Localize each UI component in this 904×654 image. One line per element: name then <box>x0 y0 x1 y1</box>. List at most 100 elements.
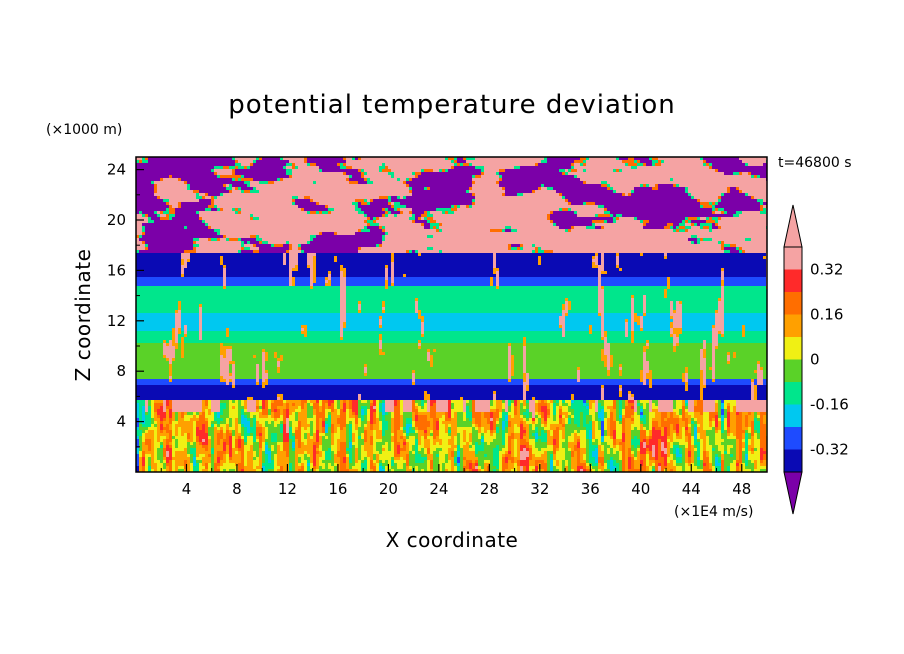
field-cell <box>205 439 208 442</box>
field-cell <box>478 424 481 427</box>
field-cell <box>697 199 700 202</box>
field-cell <box>676 436 682 439</box>
field-cell <box>535 397 571 400</box>
field-cell <box>442 211 445 214</box>
field-cell <box>559 325 562 328</box>
field-cell <box>643 301 646 304</box>
field-cell <box>382 445 388 448</box>
field-cell <box>322 406 325 409</box>
field-cell <box>352 202 358 205</box>
field-cell <box>424 328 562 331</box>
field-cell <box>343 409 346 412</box>
field-cell <box>358 433 361 436</box>
field-cell <box>328 415 331 418</box>
field-cell <box>610 409 616 412</box>
field-cell <box>565 439 568 442</box>
field-cell <box>271 448 274 451</box>
field-cell <box>493 253 496 256</box>
field-cell <box>730 250 739 253</box>
field-cell <box>169 175 172 178</box>
field-cell <box>136 196 157 199</box>
field-cell <box>715 220 718 223</box>
field-cell <box>181 433 184 436</box>
field-cell <box>184 268 223 271</box>
field-cell <box>403 196 406 199</box>
field-cell <box>760 208 763 211</box>
field-cell <box>616 190 631 193</box>
field-cell <box>508 433 511 436</box>
field-cell <box>607 187 610 190</box>
field-cell <box>727 409 730 412</box>
field-cell <box>235 418 238 421</box>
field-cell <box>568 199 697 202</box>
field-cell <box>433 427 436 430</box>
field-cell <box>157 436 160 439</box>
field-cell <box>340 406 343 409</box>
field-cell <box>361 412 364 415</box>
field-cell <box>394 427 400 430</box>
field-cell <box>613 439 616 442</box>
field-cell <box>208 448 211 451</box>
field-cell <box>526 349 601 352</box>
field-cell <box>142 214 145 217</box>
field-cell <box>418 445 424 448</box>
field-cell <box>559 193 562 196</box>
field-cell <box>187 325 199 328</box>
field-cell <box>508 424 511 427</box>
field-cell <box>340 337 343 340</box>
field-cell <box>220 415 229 418</box>
field-cell <box>211 448 214 451</box>
field-cell <box>346 418 355 421</box>
field-cell <box>136 430 142 433</box>
field-cell <box>718 337 767 340</box>
field-cell <box>511 448 514 451</box>
field-cell <box>595 424 598 427</box>
field-cell <box>238 400 241 403</box>
field-cell <box>151 409 154 412</box>
field-cell <box>358 205 391 208</box>
field-cell <box>613 451 616 454</box>
field-cell <box>757 391 767 394</box>
field-cell <box>412 214 415 217</box>
field-cell <box>754 370 757 373</box>
field-cell <box>415 370 508 373</box>
field-cell <box>691 241 694 244</box>
field-cell <box>493 277 496 280</box>
field-cell <box>301 244 376 247</box>
field-cell <box>472 202 475 205</box>
field-cell <box>379 343 382 346</box>
field-cell <box>583 160 586 163</box>
field-cell <box>457 163 460 166</box>
field-cell <box>253 418 256 421</box>
field-cell <box>439 433 448 436</box>
field-cell <box>685 445 688 448</box>
field-cell <box>463 418 466 421</box>
field-cell <box>703 397 751 400</box>
field-cell <box>280 409 283 412</box>
field-cell <box>280 421 283 424</box>
field-cell <box>727 424 730 427</box>
field-cell <box>604 292 664 295</box>
field-cell <box>673 328 682 331</box>
field-cell <box>241 439 244 442</box>
field-cell <box>283 436 289 439</box>
field-cell <box>331 442 334 445</box>
field-cell <box>169 403 172 406</box>
field-cell <box>733 433 736 436</box>
field-cell <box>538 415 541 418</box>
field-cell <box>136 337 172 340</box>
field-cell <box>631 340 634 343</box>
field-cell <box>619 406 622 409</box>
field-cell <box>703 382 706 385</box>
field-cell <box>340 424 346 427</box>
field-cell <box>472 163 535 166</box>
field-cell <box>454 403 463 406</box>
field-cell <box>739 172 742 175</box>
field-cell <box>238 187 241 190</box>
field-cell <box>745 424 748 427</box>
field-cell <box>601 274 721 277</box>
field-cell <box>370 406 373 409</box>
field-cell <box>292 175 349 178</box>
field-cell <box>307 433 310 436</box>
field-cell <box>514 430 520 433</box>
